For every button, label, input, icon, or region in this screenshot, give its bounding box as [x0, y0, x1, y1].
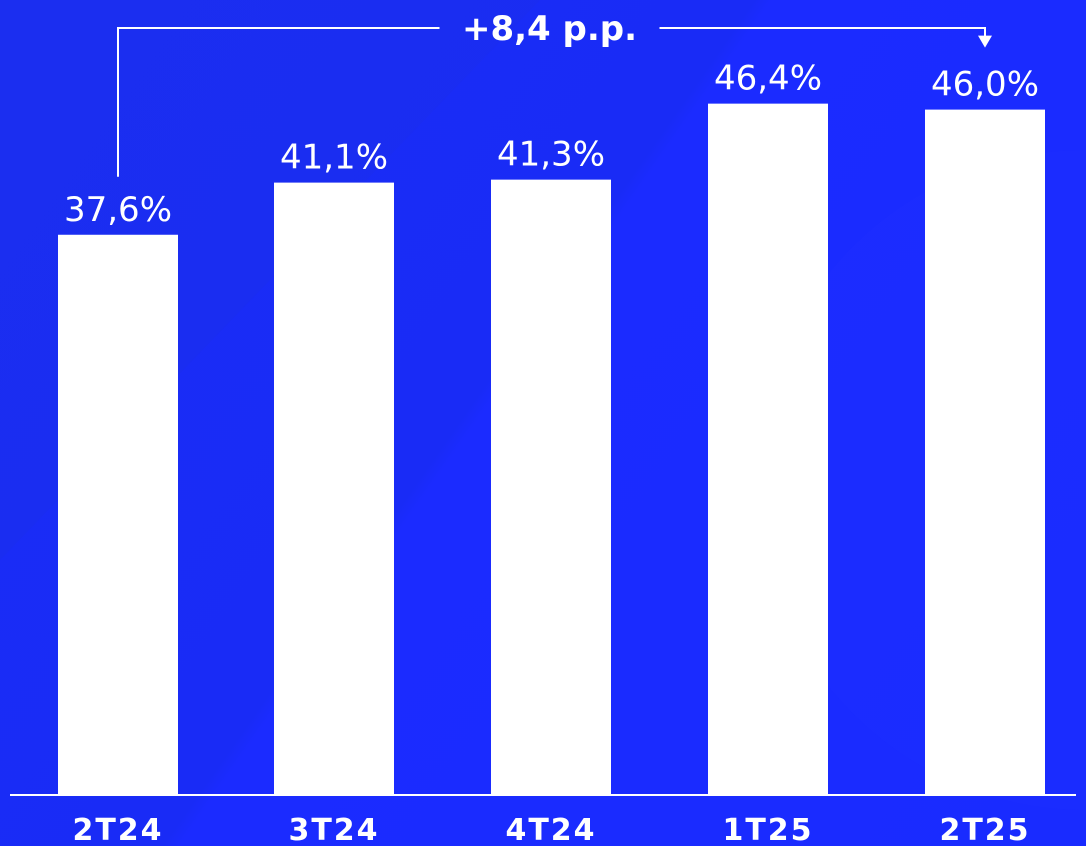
- bracket-line: [117, 27, 986, 177]
- value-label-2t25: 46,0%: [931, 65, 1039, 105]
- category-labels-group: 2T24 3T24 4T24 1T25 2T25: [72, 813, 1030, 846]
- value-label-2t24: 37,6%: [64, 190, 172, 230]
- value-label-4t24: 41,3%: [497, 135, 605, 175]
- category-label-4t24: 4T24: [505, 813, 596, 846]
- category-label-1t25: 1T25: [722, 813, 813, 846]
- value-label-1t25: 46,4%: [714, 59, 822, 99]
- category-label-3t24: 3T24: [288, 813, 379, 846]
- bar-2t24: [58, 234, 178, 795]
- value-label-3t24: 41,1%: [280, 138, 388, 178]
- annotation-label: +8,4 p.p.: [462, 9, 637, 49]
- annotation-bracket: +8,4 p.p.: [117, 9, 992, 177]
- bar-4t24: [491, 179, 611, 795]
- category-label-2t25: 2T25: [939, 813, 1030, 846]
- bar-2t25: [925, 109, 1045, 796]
- category-label-2t24: 2T24: [72, 813, 163, 846]
- bars-group: [58, 103, 1045, 796]
- value-labels-group: 37,6% 41,1% 41,3% 46,4% 46,0%: [64, 59, 1039, 230]
- bar-1t25: [708, 103, 828, 795]
- bar-3t24: [274, 182, 394, 796]
- bracket-arrow-icon: [978, 35, 992, 48]
